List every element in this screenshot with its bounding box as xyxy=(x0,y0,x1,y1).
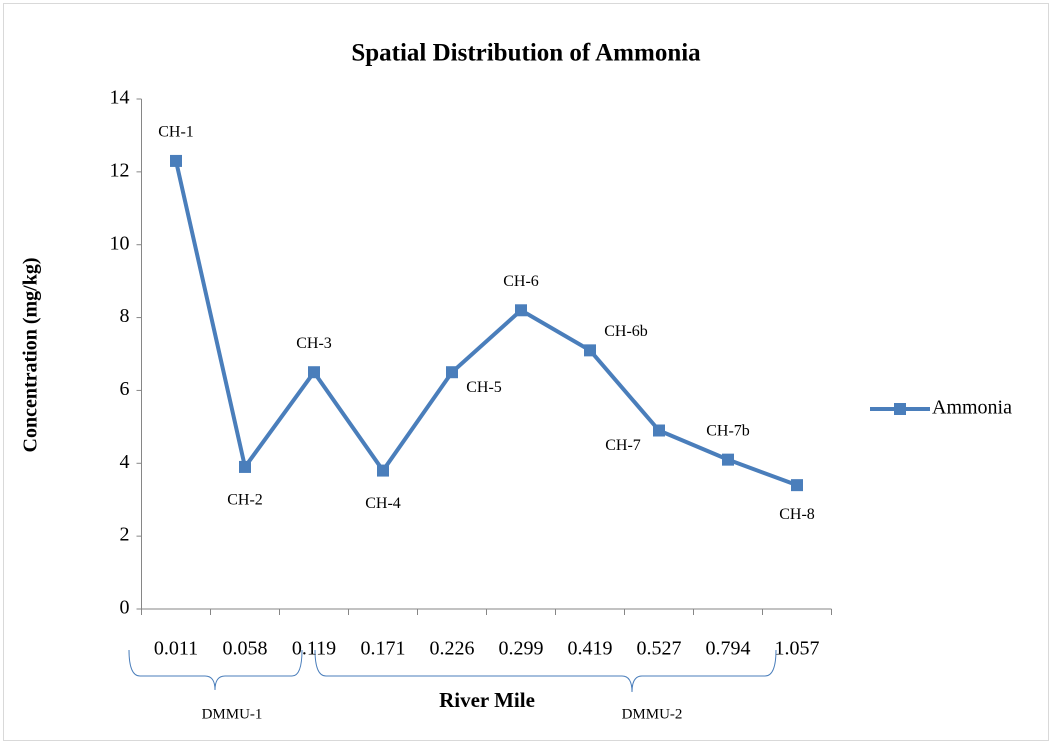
y-tick-label: 14 xyxy=(110,87,130,109)
data-point xyxy=(791,479,803,492)
data-point xyxy=(584,344,596,357)
x-tick-label: 0.171 xyxy=(361,638,406,660)
chart-border xyxy=(3,3,1049,741)
point-label: CH-7b xyxy=(706,422,750,439)
x-axis-label: River Mile xyxy=(439,688,535,712)
x-tick-label: 0.527 xyxy=(637,638,682,660)
x-tick-label: 0.226 xyxy=(430,638,475,660)
point-label: CH-7 xyxy=(605,437,641,454)
group-label: DMMU-2 xyxy=(622,706,683,722)
point-label: CH-6b xyxy=(604,323,648,340)
y-tick-label: 2 xyxy=(120,524,130,546)
group-label: DMMU-1 xyxy=(202,706,263,722)
data-point xyxy=(653,424,665,437)
y-axis-label: Concentration (mg/kg) xyxy=(20,258,42,453)
x-tick-label: 0.419 xyxy=(568,638,613,660)
y-tick-label: 10 xyxy=(110,232,130,254)
x-tick-label: 0.299 xyxy=(499,638,544,660)
x-tick-label: 0.058 xyxy=(223,638,268,660)
point-label: CH-6 xyxy=(503,273,539,290)
x-tick-label: 0.011 xyxy=(154,638,198,660)
data-point xyxy=(170,154,182,167)
chart-title: Spatial Distribution of Ammonia xyxy=(351,40,701,67)
series-line xyxy=(174,160,798,488)
x-tick-label: 1.057 xyxy=(775,638,820,660)
point-label: CH-3 xyxy=(296,335,332,352)
point-label: CH-5 xyxy=(466,379,502,396)
y-tick-label: 0 xyxy=(120,597,130,619)
y-tick-label: 8 xyxy=(120,305,130,327)
group-brace xyxy=(314,649,777,693)
x-tick-label: 0.794 xyxy=(706,638,751,660)
data-point xyxy=(515,304,527,317)
y-tick-label: 12 xyxy=(110,159,130,181)
data-point xyxy=(239,460,251,473)
y-tick-label: 4 xyxy=(120,451,130,473)
point-label: CH-2 xyxy=(227,492,263,509)
x-tick-label: 0.119 xyxy=(292,638,336,660)
data-point xyxy=(446,366,458,379)
data-point xyxy=(308,366,320,379)
y-tick-label: 6 xyxy=(120,378,130,400)
legend-marker xyxy=(894,403,906,415)
legend-label: Ammonia xyxy=(932,397,1012,419)
group-brace xyxy=(128,649,303,691)
point-label: CH-4 xyxy=(365,495,401,512)
point-label: CH-1 xyxy=(158,124,194,141)
data-point xyxy=(377,464,389,477)
point-label: CH-8 xyxy=(779,506,815,523)
data-point xyxy=(722,453,734,466)
